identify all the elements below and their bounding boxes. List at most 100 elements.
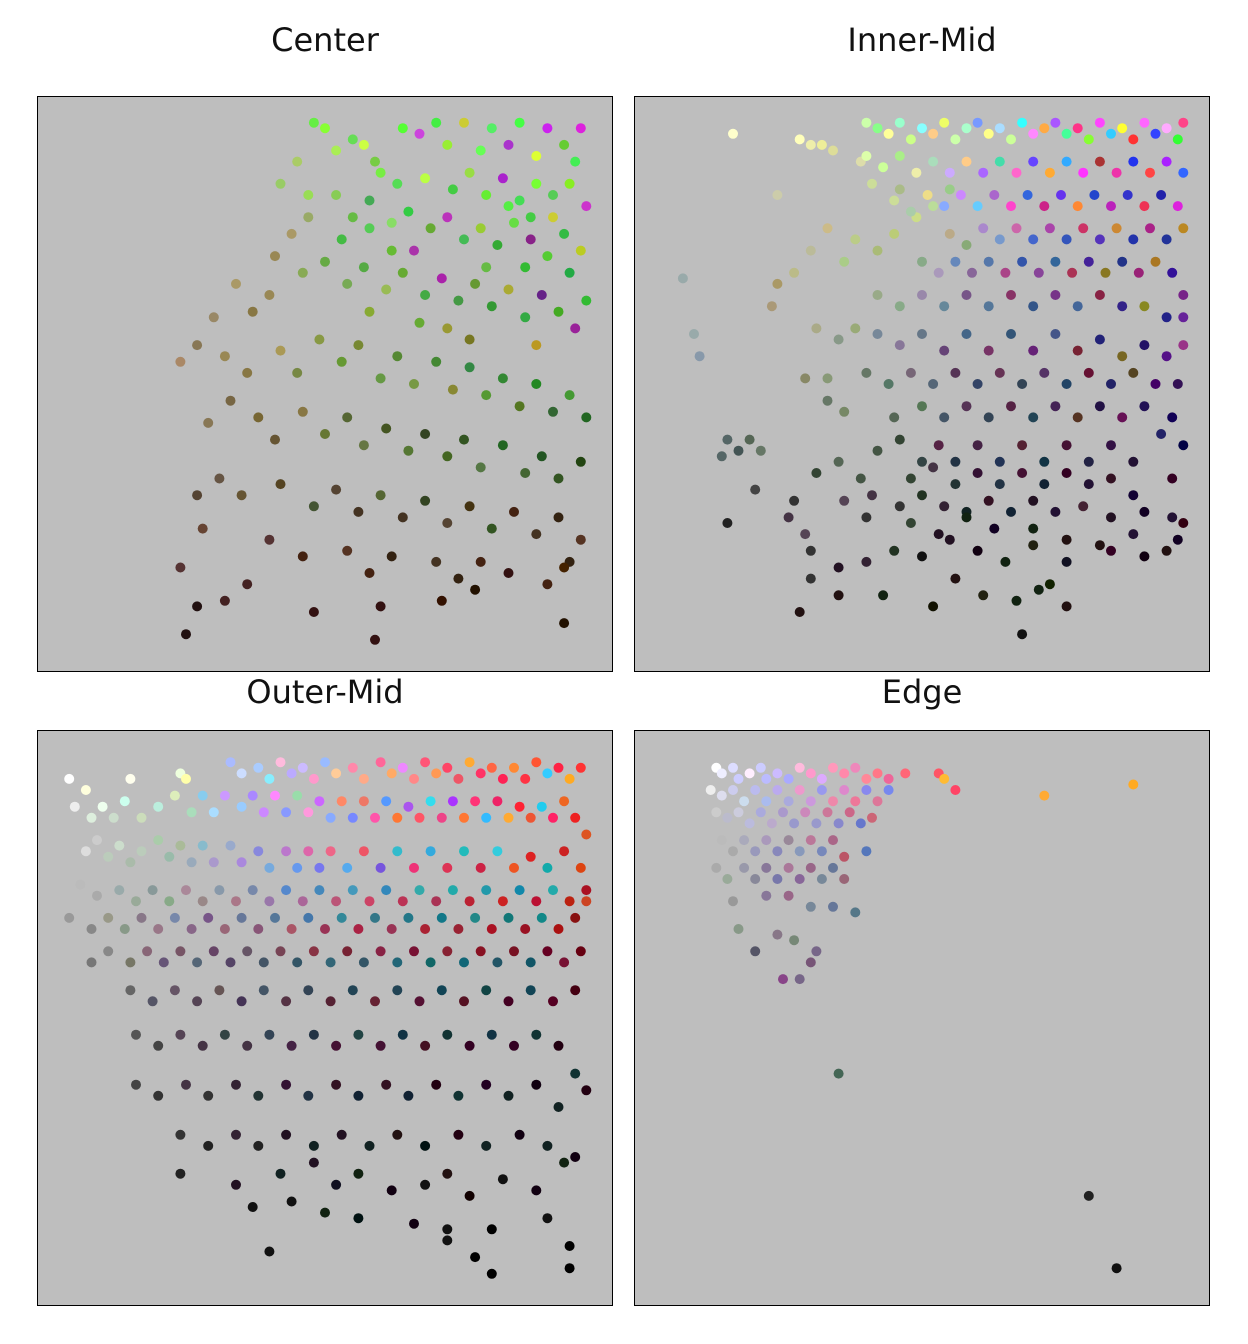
data-point [1139,117,1150,128]
data-point [728,128,738,139]
data-point [136,912,147,923]
data-point [994,234,1005,245]
data-point [722,518,733,528]
data-point [275,479,286,490]
data-point [861,773,872,784]
data-point [175,1029,186,1040]
data-point [514,117,525,128]
data-point [755,807,766,818]
data-point [1017,256,1028,267]
data-point [705,785,716,795]
data-point [805,245,816,256]
data-point [420,1179,431,1190]
data-point [414,812,425,823]
data-point [800,807,811,818]
data-point [711,862,722,873]
data-point [794,762,805,773]
data-point [492,957,503,968]
data-point [503,1090,514,1101]
data-point [1128,529,1139,540]
data-point [1161,123,1172,134]
data-point [331,896,342,907]
data-point [983,495,994,506]
data-point [531,1185,542,1196]
data-point [64,912,75,923]
data-point [442,139,453,150]
data-point [1128,367,1139,378]
data-point [347,762,358,773]
data-point [531,1029,542,1040]
data-point [481,262,492,273]
data-point [358,262,369,273]
data-point [153,801,164,812]
data-point [264,1029,275,1040]
data-point [1178,223,1189,234]
data-point [905,473,916,484]
data-point [1178,440,1189,451]
data-point [889,195,900,206]
data-point [961,512,972,523]
data-point [761,835,772,846]
data-point [459,117,469,128]
data-point [955,190,966,200]
data-point [542,946,553,957]
data-point [375,757,386,768]
data-point [553,306,564,317]
data-point [761,862,772,873]
data-point [789,495,800,506]
data-point [733,924,744,934]
data-point [536,801,547,812]
data-point [492,796,503,807]
data-point [286,768,297,779]
data-point [475,462,486,473]
data-point [917,456,927,467]
data-point [889,228,900,239]
data-point [1111,223,1122,234]
data-point [236,768,247,779]
data-point [409,773,419,784]
data-point [1106,512,1116,523]
data-point [794,785,805,795]
data-point [509,946,519,957]
data-point [750,946,761,957]
data-point [1072,345,1083,356]
data-point [1083,1190,1094,1201]
data-point [750,874,761,884]
data-point [509,1040,519,1051]
data-point [755,762,766,773]
data-point [822,373,833,384]
data-point [281,1079,292,1090]
data-point [64,773,75,784]
data-point [722,874,733,884]
data-point [1028,301,1039,312]
data-point [1028,345,1039,356]
data-point [486,1224,497,1235]
data-point [181,629,191,640]
data-point [739,862,750,873]
data-point [1017,117,1028,128]
data-point [292,156,303,167]
data-point [347,985,358,996]
data-point [1033,267,1044,278]
data-point [844,807,855,818]
data-point [1017,629,1028,640]
data-point [459,846,469,857]
data-point [917,401,927,412]
data-point [950,367,961,378]
data-point [397,1029,408,1040]
data-point [164,851,175,862]
data-point [1072,201,1083,212]
data-point [894,151,905,161]
data-point [442,212,453,223]
data-point [403,445,414,456]
data-point [811,323,822,334]
data-point [303,985,314,996]
data-point [1117,256,1128,267]
data-point [1050,117,1061,128]
data-point [1128,234,1139,245]
data-point [442,762,453,773]
data-point [425,223,436,234]
data-point [928,379,939,389]
data-point [175,840,186,851]
data-point [486,523,497,534]
